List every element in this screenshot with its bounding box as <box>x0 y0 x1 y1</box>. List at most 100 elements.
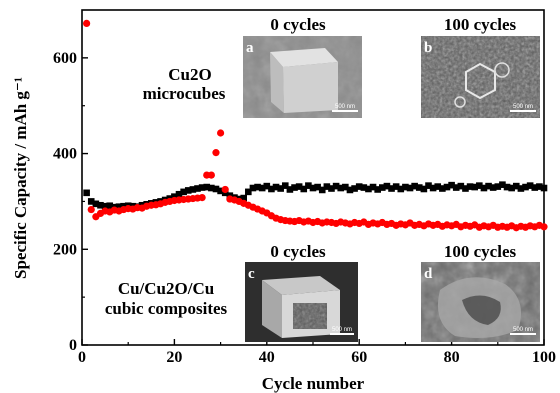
annotation-cu2o: Cu2O <box>168 65 211 84</box>
inset-caption-b: 100 cycles <box>444 15 517 34</box>
data-point <box>429 184 437 192</box>
data-point <box>295 183 303 190</box>
data-point <box>87 198 95 205</box>
data-point <box>425 182 432 189</box>
data-point <box>351 185 358 192</box>
data-point <box>281 182 289 189</box>
data-point <box>462 185 469 192</box>
data-point <box>101 202 109 210</box>
data-point <box>397 185 405 193</box>
data-point <box>383 182 391 190</box>
scale-bar-label-a: 500 nm <box>335 104 355 110</box>
x-tick-label: 100 <box>532 349 556 366</box>
data-point <box>217 129 225 137</box>
data-point <box>198 194 206 202</box>
x-tick-label: 60 <box>351 349 367 366</box>
y-axis-ticks: 0 200 400 600 <box>53 50 88 354</box>
scale-bar-label-c: 500 nm <box>332 327 352 333</box>
data-point <box>415 184 423 191</box>
y-tick-label: 200 <box>53 241 77 258</box>
data-point <box>526 182 534 189</box>
data-point <box>268 185 275 193</box>
data-point <box>466 183 474 190</box>
data-point <box>540 223 548 231</box>
inset-c <box>245 262 358 342</box>
data-point <box>517 185 525 192</box>
inset-caption-a: 0 cycles <box>270 15 326 34</box>
data-point <box>457 182 465 190</box>
data-point <box>328 185 335 192</box>
scale-bar-label-b: 500 nm <box>513 104 533 110</box>
data-point <box>115 203 123 210</box>
data-point <box>485 182 492 190</box>
data-point <box>83 19 91 27</box>
annotation-microcubes: microcubes <box>143 84 226 103</box>
data-point <box>323 183 331 190</box>
data-point <box>494 183 502 190</box>
data-point <box>388 185 395 192</box>
data-point <box>342 183 349 191</box>
data-point <box>318 186 326 194</box>
scale-bar-label-d: 500 nm <box>513 327 533 333</box>
data-point <box>508 184 515 192</box>
x-tick-label: 80 <box>444 349 460 366</box>
data-point <box>369 183 377 191</box>
data-point <box>448 181 455 189</box>
data-point <box>180 188 187 196</box>
data-point <box>392 183 400 190</box>
data-point <box>443 183 451 191</box>
inset-letter-d: d <box>424 266 433 282</box>
y-tick-label: 600 <box>53 50 77 67</box>
x-axis-label: Cycle number <box>262 374 365 393</box>
data-point <box>365 185 372 193</box>
data-point <box>249 184 257 192</box>
inset-letter-c: c <box>248 266 255 282</box>
data-point <box>212 185 220 193</box>
y-tick-label: 400 <box>53 146 77 163</box>
data-point <box>503 183 511 191</box>
inset-caption-c: 0 cycles <box>270 242 326 261</box>
data-point <box>92 200 100 208</box>
data-point <box>198 184 206 191</box>
data-point <box>332 182 340 190</box>
data-point <box>277 185 284 192</box>
data-point <box>480 184 488 192</box>
data-point <box>189 186 197 193</box>
annotation-cubic-composites: cubic composites <box>105 299 228 318</box>
data-point <box>512 182 520 190</box>
data-point <box>314 183 321 191</box>
data-point <box>300 185 308 193</box>
data-point <box>499 181 506 188</box>
data-point <box>531 184 539 191</box>
data-point <box>489 184 497 191</box>
data-point <box>452 184 460 191</box>
data-point <box>258 184 266 192</box>
data-point <box>379 184 386 191</box>
data-point <box>476 182 483 189</box>
data-point <box>305 182 312 189</box>
inset-letter-b: b <box>424 40 432 56</box>
data-point <box>87 205 95 214</box>
inset-letter-a: a <box>246 40 254 56</box>
data-point <box>208 184 215 192</box>
inset-d <box>421 262 540 342</box>
data-point <box>439 185 446 192</box>
data-point <box>207 171 215 179</box>
data-point <box>471 183 478 191</box>
x-axis-ticks: 0 20 40 60 80 100 <box>78 339 556 366</box>
data-point <box>245 188 252 196</box>
data-point <box>420 185 428 193</box>
data-point <box>522 183 529 191</box>
data-point <box>402 183 409 191</box>
data-point <box>286 186 294 193</box>
data-point <box>240 194 247 202</box>
data-point <box>194 185 201 192</box>
data-point <box>355 183 363 190</box>
data-point <box>360 184 368 191</box>
data-point <box>175 190 183 198</box>
inset-caption-d: 100 cycles <box>444 242 517 261</box>
data-point <box>263 182 271 190</box>
data-point <box>184 187 192 194</box>
annotation-composite: Cu/Cu2O/Cu <box>118 279 214 298</box>
